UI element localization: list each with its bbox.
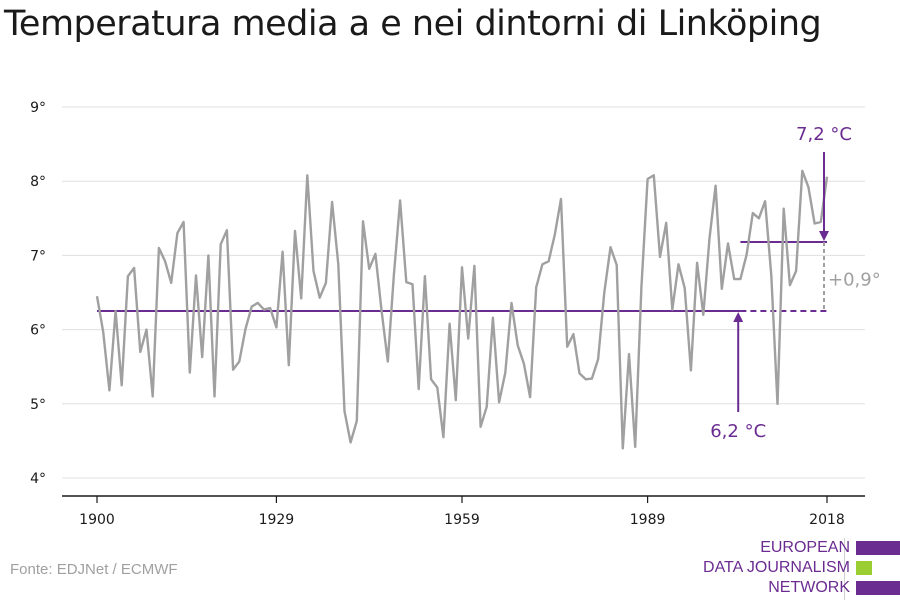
y-tick-label: 5° bbox=[30, 397, 46, 413]
logo-line-3: NETWORK bbox=[768, 579, 850, 596]
logo-divider bbox=[844, 538, 845, 600]
x-tick-label: 2018 bbox=[809, 512, 845, 528]
edjnet-logo: EUROPEAN DATA JOURNALISM NETWORK bbox=[700, 538, 900, 600]
y-tick-label: 4° bbox=[30, 471, 46, 487]
logo-bar-2 bbox=[856, 561, 872, 575]
y-tick-label: 9° bbox=[30, 100, 46, 116]
label-late-mean: 7,2 °C bbox=[796, 124, 852, 145]
logo-line-2: DATA JOURNALISM bbox=[703, 559, 850, 576]
annotations: 7,2 °C 6,2 °C +0,9° bbox=[710, 124, 880, 442]
y-tick-label: 8° bbox=[30, 174, 46, 190]
gridlines bbox=[62, 106, 865, 479]
label-delta: +0,9° bbox=[828, 270, 881, 291]
source-note: Fonte: EDJNet / ECMWF bbox=[10, 561, 178, 578]
logo-bar-1 bbox=[856, 541, 900, 555]
logo-line-1: EUROPEAN bbox=[760, 539, 850, 556]
logo-bar-3 bbox=[856, 581, 900, 595]
x-tick-label: 1900 bbox=[79, 512, 115, 528]
y-tick-label: 7° bbox=[30, 248, 46, 264]
x-tick-label: 1989 bbox=[630, 512, 666, 528]
series-layer bbox=[95, 169, 829, 450]
x-tick-label: 1959 bbox=[444, 512, 480, 528]
y-tick-label: 6° bbox=[30, 323, 46, 339]
x-axis: 1900 1929 1959 1989 2018 bbox=[62, 495, 865, 528]
x-tick-label: 1929 bbox=[259, 512, 295, 528]
chart-title: Temperatura media a e nei dintorni di Li… bbox=[4, 4, 822, 44]
temperature-series-line bbox=[95, 169, 829, 450]
label-baseline-mean: 6,2 °C bbox=[710, 421, 766, 442]
y-axis: 4° 5° 6° 7° 8° 9° bbox=[30, 100, 46, 487]
